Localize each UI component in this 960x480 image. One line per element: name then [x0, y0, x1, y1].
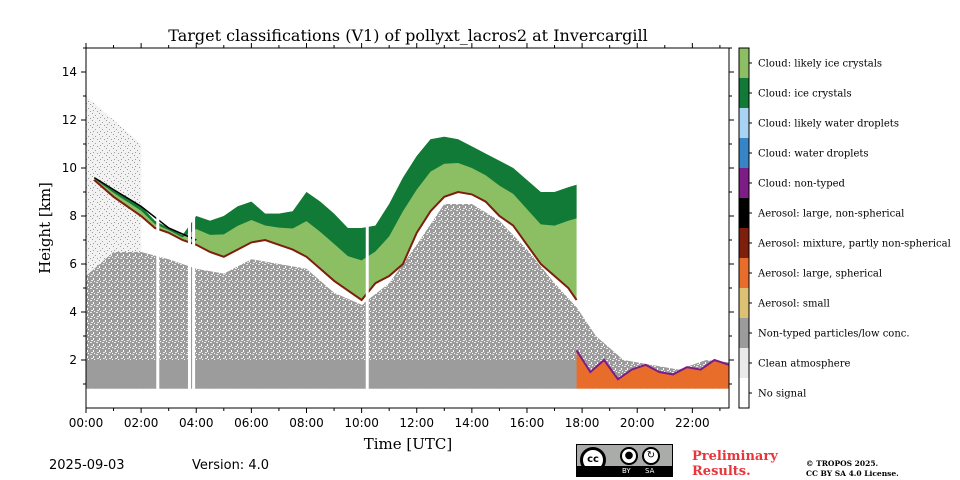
colorbar-label: Cloud: ice crystals	[758, 89, 852, 100]
y-tick-label: 8	[69, 209, 77, 223]
colorbar-swatch	[739, 198, 749, 228]
y-axis-label: Height [km]	[36, 182, 54, 274]
x-tick-label: 08:00	[289, 416, 324, 430]
y-tick-label: 2	[69, 353, 77, 367]
colorbar-swatch	[739, 258, 749, 288]
cc-license-badge: cc ● ↻ BY SA	[576, 444, 673, 477]
x-tick-label: 10:00	[344, 416, 379, 430]
y-axis: 2 4 6 8 10 12 14	[62, 47, 734, 385]
aerosol-nontyped-region	[86, 204, 729, 389]
copyright-notice: © TROPOS 2025. CC BY SA 4.0 License.	[806, 459, 899, 479]
colorbar-swatch	[739, 228, 749, 258]
x-tick-label: 18:00	[565, 416, 600, 430]
copyright-line-2: CC BY SA 4.0 License.	[806, 469, 899, 478]
y-tick-label: 6	[69, 257, 77, 271]
preliminary-line-2: Results.	[692, 464, 751, 479]
version-label: Version: 4.0	[192, 458, 269, 473]
x-axis-label: Time [UTC]	[364, 435, 453, 453]
x-tick-label: 22:00	[675, 416, 710, 430]
colorbar-swatch	[739, 78, 749, 108]
x-tick-label: 04:00	[179, 416, 214, 430]
preliminary-results-notice: Preliminary Results.	[692, 449, 778, 479]
x-tick-label: 20:00	[620, 416, 655, 430]
copyright-line-1: © TROPOS 2025.	[806, 459, 879, 468]
colorbar-label: Cloud: likely ice crystals	[758, 59, 882, 70]
colorbar-legend: Cloud: likely ice crystals Cloud: ice cry…	[738, 47, 951, 409]
colorbar-label: Aerosol: large, non-spherical	[757, 209, 904, 220]
x-tick-label: 02:00	[124, 416, 159, 430]
colorbar-swatch	[739, 48, 749, 78]
colorbar-label: Aerosol: mixture, partly non-spherical	[757, 239, 951, 250]
no-signal-stripe	[187, 48, 191, 408]
colorbar-label: Non-typed particles/low conc.	[758, 329, 910, 340]
y-tick-label: 14	[62, 65, 77, 79]
cc-label-bar: BY SA	[577, 466, 672, 476]
colorbar-frame	[738, 47, 750, 409]
x-tick-label: 12:00	[399, 416, 434, 430]
colorbar-label: No signal	[758, 389, 806, 400]
colorbar-swatch	[739, 378, 749, 408]
attribution-icon: ●	[620, 447, 638, 465]
cloud-base-edge	[93, 179, 578, 302]
colorbar-swatch	[739, 318, 749, 348]
x-tick-label: 06:00	[234, 416, 269, 430]
colorbar-label: Cloud: likely water droplets	[758, 119, 899, 130]
plot-area	[86, 48, 729, 408]
no-signal-stripe	[365, 48, 369, 408]
below-ground-no-signal	[86, 388, 729, 408]
no-signal-stripe	[192, 48, 196, 408]
no-signal-stripe	[156, 48, 160, 408]
x-tick-label: 16:00	[510, 416, 545, 430]
evening-layer-top-edge	[575, 349, 729, 381]
colorbar-swatch	[739, 348, 749, 378]
colorbar-label: Cloud: water droplets	[758, 149, 869, 160]
y-tick-label: 4	[69, 305, 77, 319]
colorbar-swatch	[739, 288, 749, 318]
colorbar-label: Aerosol: large, spherical	[757, 269, 882, 280]
near-ground-layer	[86, 360, 577, 389]
cloud-ice-crystals-region	[94, 136, 577, 261]
chart-title: Target classifications (V1) of pollyxt_l…	[168, 26, 647, 45]
cloud-top-edge	[93, 176, 197, 241]
preliminary-line-1: Preliminary	[692, 449, 778, 464]
colorbar-label: Clean atmosphere	[758, 359, 851, 370]
cc-by-label: BY	[622, 467, 631, 475]
x-tick-label: 00:00	[69, 416, 104, 430]
y-tick-label: 10	[62, 161, 77, 175]
y-tick-label: 12	[62, 113, 77, 127]
share-alike-icon: ↻	[642, 447, 660, 465]
x-tick-label: 14:00	[455, 416, 490, 430]
colorbar-swatch	[739, 168, 749, 198]
plot-frame	[85, 47, 730, 409]
colorbar-label: Aerosol: small	[757, 299, 830, 310]
date-label: 2025-09-03	[49, 458, 125, 473]
cc-sa-label: SA	[645, 467, 655, 475]
x-axis: 00:00 02:00 04:00 06:00 08:00 10:00 12:00 14:00…	[69, 43, 721, 430]
colorbar-swatch	[739, 108, 749, 138]
colorbar-swatch	[739, 138, 749, 168]
colorbar-label: Cloud: non-typed	[758, 179, 846, 190]
